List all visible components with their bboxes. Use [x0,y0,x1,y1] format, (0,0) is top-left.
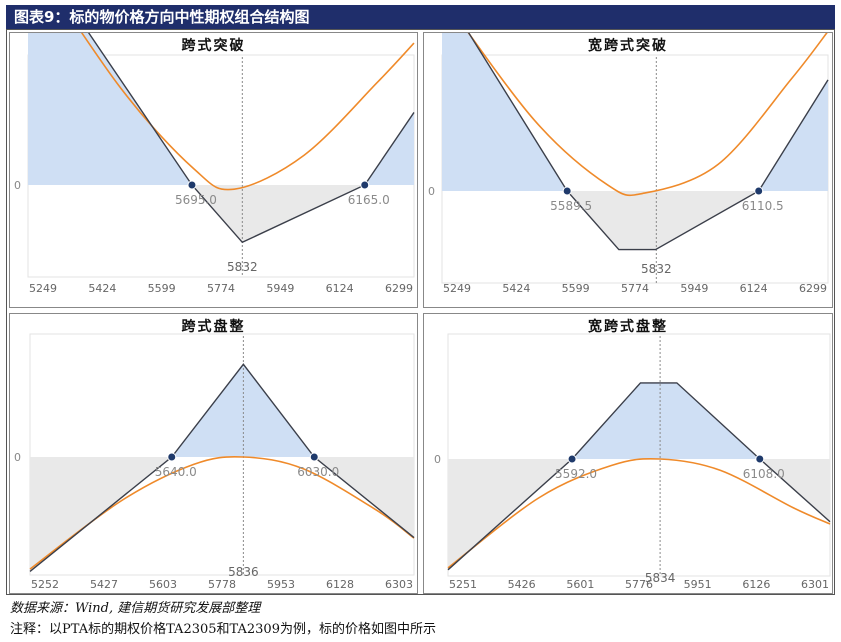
profit-area [28,33,414,185]
x-tick-label: 6124 [740,282,768,295]
breakeven-label: 5592.0 [555,467,597,481]
center-price-label: 5834 [645,571,676,585]
x-tick-label: 5249 [29,282,57,295]
plot-area [29,333,415,576]
x-tick-label: 5252 [31,578,59,591]
loss-area [448,459,830,570]
x-tick-label: 5426 [508,578,536,591]
chart-svg: 5695.0 6165.0 5832 0 5249 5424 5599 5774 5949 612… [14,33,415,295]
x-tick-label: 5249 [443,282,471,295]
zero-label: 0 [14,451,21,464]
x-tick-label: 5601 [566,578,594,591]
x-tick-label: 5949 [680,282,708,295]
expiry-payoff-line [87,33,415,244]
breakeven-marker [309,452,319,462]
breakeven-label: 6165.0 [348,193,390,207]
loss-area [28,185,414,242]
zero-label: 0 [434,453,441,466]
x-tick-label: 5424 [88,282,116,295]
expiry-payoff-line [447,382,831,571]
x-tick-label: 5951 [684,578,712,591]
chart-svg: 5589.5 6110.5 5832 0 5249 5424 5599 5774 5949 612… [428,33,829,295]
chart-svg: 5640.0 6030.0 5836 0 5252 5427 5603 5778 5953 612… [14,333,415,591]
breakeven-label: 5640.0 [155,465,197,479]
breakeven-marker [567,454,577,464]
x-tick-label: 6301 [801,578,829,591]
x-tick-label: 6303 [385,578,413,591]
breakeven-marker [755,454,765,464]
breakeven-label: 6108.0 [743,467,785,481]
breakeven-label: 6030.0 [297,465,339,479]
breakeven-marker [754,186,764,196]
panel-title: 宽跨式盘整 [588,319,668,335]
x-tick-label: 5776 [625,578,653,591]
zero-label: 0 [428,185,435,198]
profit-area [442,33,828,191]
chart-panel-straddle-breakout: 5695.0 6165.0 5832 0 5249 5424 5599 5774 5949 612… [9,32,418,308]
plot-area [447,333,831,577]
x-tick-label: 5424 [502,282,530,295]
profit-area [30,365,414,457]
x-tick-label: 5603 [149,578,177,591]
x-tick-label: 5599 [562,282,590,295]
current-value-curve [467,33,828,197]
zero-label: 0 [14,179,21,192]
chart-panel-straddle-consolidation: 5640.0 6030.0 5836 0 5252 5427 5603 5778 5953 612… [9,313,418,594]
loss-area [442,191,828,250]
figure-title: 图表9：标的物价格方向中性期权组合结构图 [6,5,835,29]
x-tick-label: 5953 [267,578,295,591]
expiry-payoff-line [29,363,415,573]
panel-title: 跨式突破 [181,38,246,54]
x-tick-label: 6124 [326,282,354,295]
chart-svg: 5592.0 6108.0 5834 0 5251 5426 5601 5776 5951 612… [434,333,831,591]
expiry-payoff-line [467,33,829,251]
x-tick-label: 6128 [326,578,354,591]
current-value-curve [447,457,831,569]
figure-frame: 5695.0 6165.0 5832 0 5249 5424 5599 5774 5949 612… [6,29,835,595]
center-price-label: 5832 [227,260,258,274]
profit-area [448,382,830,459]
center-price-label: 5832 [641,262,672,276]
current-value-curve [80,33,415,191]
panel-title: 跨式盘整 [181,319,246,335]
x-tick-label: 5427 [90,578,118,591]
x-tick-label: 5599 [148,282,176,295]
annotation-note: 注释：以PTA标的期权价格TA2305和TA2309为例，标的价格如图中所示 [10,622,436,637]
x-tick-label: 6126 [742,578,770,591]
breakeven-marker [562,186,572,196]
breakeven-marker [167,452,177,462]
panel-title: 宽跨式突破 [588,38,668,54]
x-tick-label: 5778 [208,578,236,591]
breakeven-marker [360,180,370,190]
current-value-curve [29,456,415,570]
chart-panel-strangle-breakout: 5589.5 6110.5 5832 0 5249 5424 5599 5774 5949 612… [423,32,833,308]
x-tick-label: 6299 [385,282,413,295]
loss-area [30,457,414,572]
x-tick-label: 5774 [621,282,649,295]
breakeven-marker [187,180,197,190]
chart-panel-strangle-consolidation: 5592.0 6108.0 5834 0 5251 5426 5601 5776 5951 612… [423,313,833,594]
breakeven-label: 6110.5 [742,199,784,213]
x-tick-label: 5251 [449,578,477,591]
x-tick-label: 5774 [207,282,235,295]
breakeven-label: 5695.0 [175,193,217,207]
center-price-label: 5836 [228,565,259,579]
x-tick-label: 5949 [266,282,294,295]
source-note: 数据来源：Wind, 建信期货研究发展部整理 [10,601,261,616]
breakeven-label: 5589.5 [550,199,592,213]
x-tick-label: 6299 [799,282,827,295]
